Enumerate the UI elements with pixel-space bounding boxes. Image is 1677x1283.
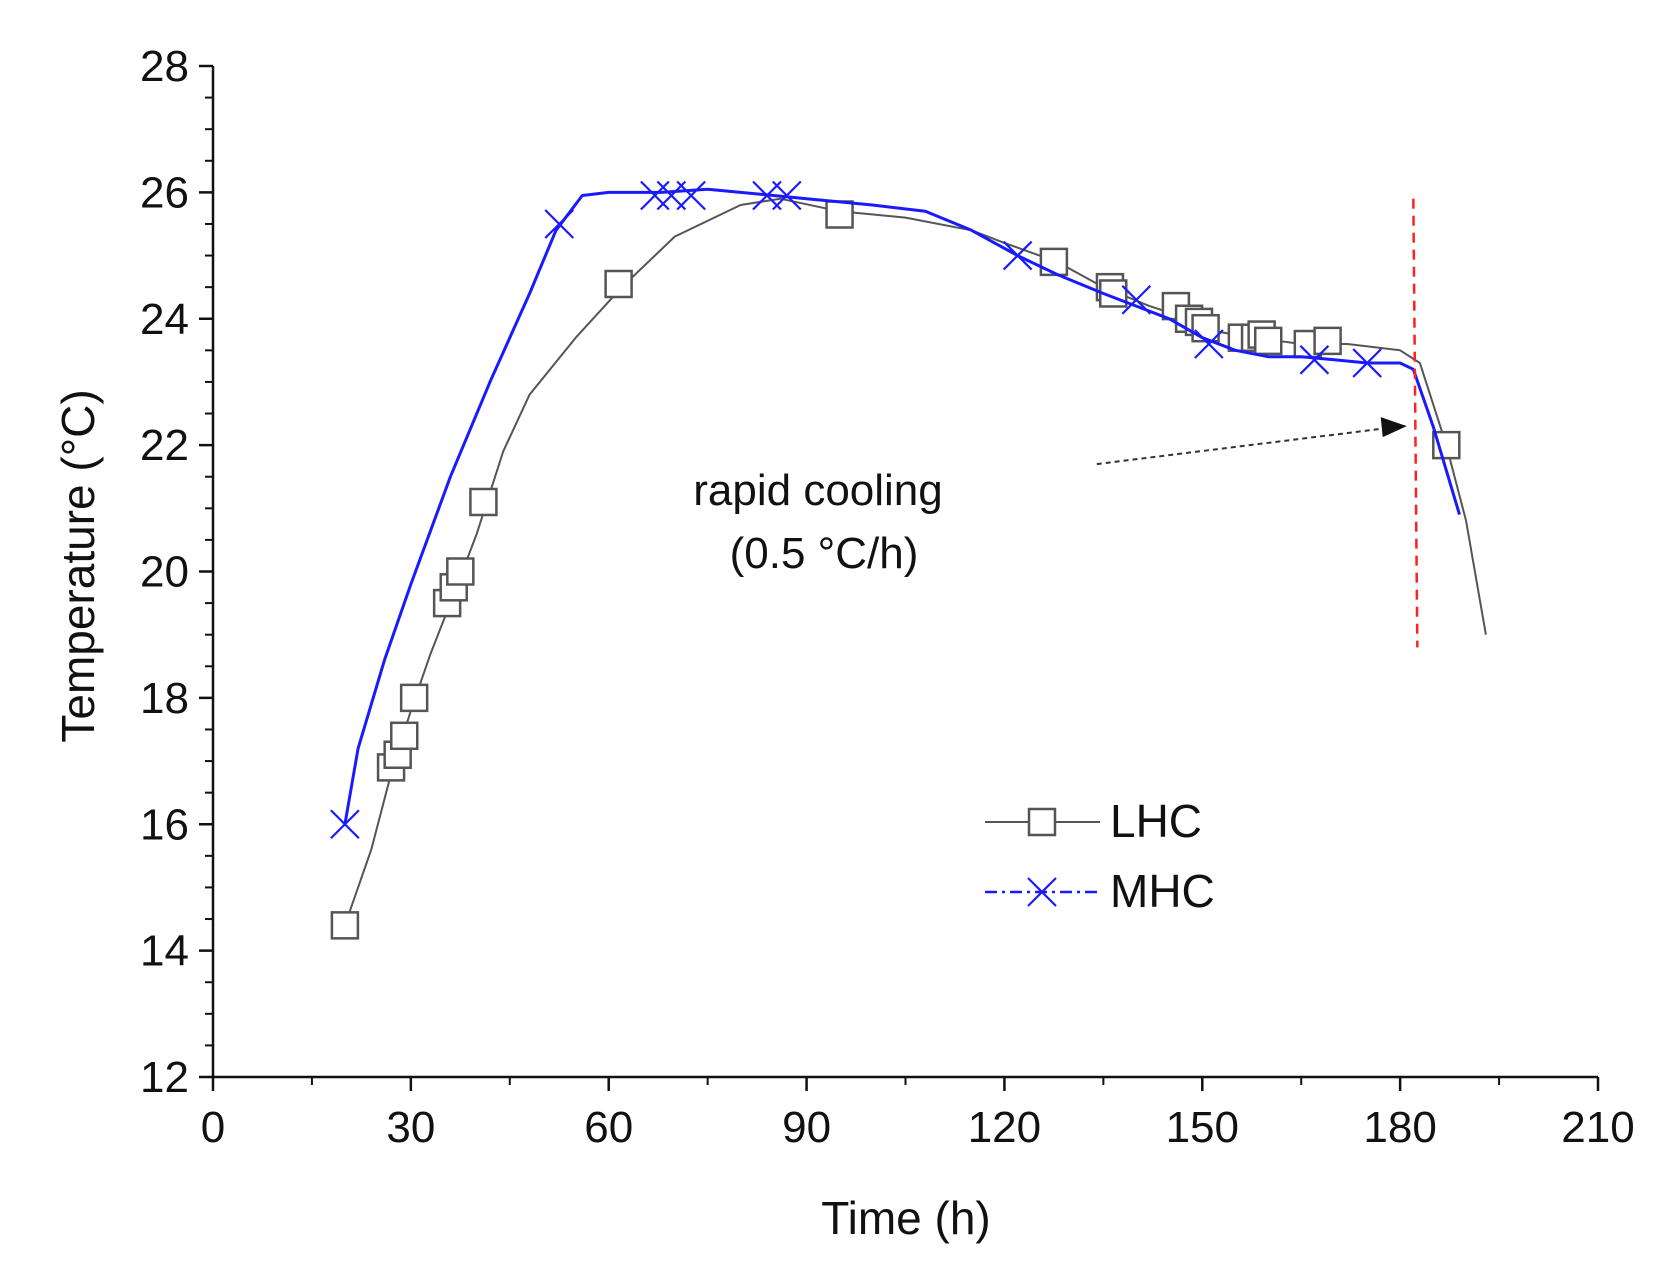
x-axis-title: Time (h) bbox=[821, 1192, 991, 1244]
y-tick-label: 14 bbox=[140, 927, 189, 976]
annotation-rapid-cooling-line1: rapid cooling bbox=[693, 466, 943, 515]
data-point-mhc bbox=[1194, 329, 1224, 359]
legend-label-mhc: MHC bbox=[1110, 865, 1215, 917]
data-point-lhc bbox=[390, 721, 419, 751]
rapid-cooling-start-line bbox=[1412, 198, 1419, 648]
marker-x-stroke bbox=[1194, 329, 1224, 359]
marker-x-stroke bbox=[772, 180, 802, 211]
data-point-mhc bbox=[1002, 240, 1033, 271]
x-tick-label: 90 bbox=[782, 1103, 831, 1152]
y-tick-label: 22 bbox=[140, 421, 189, 470]
y-tick-label: 18 bbox=[140, 674, 189, 723]
data-point-mhc bbox=[676, 180, 706, 211]
data-point-lhc bbox=[1191, 313, 1220, 343]
legend-marker-lhc bbox=[1027, 807, 1057, 837]
x-tick-label: 30 bbox=[386, 1103, 435, 1152]
data-point-mhc bbox=[772, 180, 802, 211]
x-tick-label: 0 bbox=[201, 1103, 225, 1152]
data-point-mhc bbox=[544, 209, 575, 239]
data-point-lhc bbox=[1313, 326, 1342, 356]
data-point-lhc bbox=[825, 200, 854, 229]
marker-x-stroke bbox=[676, 180, 706, 211]
data-point-lhc bbox=[604, 269, 633, 299]
y-tick-label: 28 bbox=[140, 42, 189, 91]
marker-x-stroke bbox=[1027, 877, 1057, 907]
legend-marker-mhc bbox=[1027, 877, 1057, 907]
x-tick-label: 210 bbox=[1561, 1103, 1634, 1152]
legend: LHC MHC bbox=[985, 795, 1215, 917]
tick-marks bbox=[199, 64, 1600, 1091]
data-point-lhc bbox=[399, 683, 429, 713]
data-point-mhc bbox=[1352, 348, 1382, 378]
x-tick-label: 60 bbox=[584, 1103, 633, 1152]
marker-x-stroke bbox=[544, 209, 575, 239]
annotation-rapid-cooling-line2: (0.5 °C/h) bbox=[730, 529, 919, 578]
x-tick-label: 150 bbox=[1166, 1103, 1239, 1152]
y-tick-label: 12 bbox=[140, 1053, 189, 1102]
marker-x-stroke bbox=[640, 180, 670, 211]
annotation-arrowhead bbox=[1380, 417, 1407, 438]
series-layer bbox=[330, 180, 1487, 940]
marker-x-stroke bbox=[1121, 285, 1152, 315]
marker-x-stroke bbox=[1299, 345, 1330, 375]
y-tick-label: 20 bbox=[140, 548, 189, 597]
marker-x-stroke bbox=[330, 809, 360, 840]
data-point-mhc bbox=[330, 809, 360, 840]
data-point-lhc bbox=[1253, 326, 1283, 356]
annotation-arrow-line bbox=[1096, 427, 1387, 466]
data-point-lhc bbox=[1039, 247, 1069, 277]
data-point-mhc bbox=[1299, 345, 1330, 375]
y-tick-label: 16 bbox=[140, 800, 189, 849]
data-point-lhc bbox=[469, 487, 498, 517]
marker-x-stroke bbox=[1352, 348, 1382, 378]
data-point-lhc bbox=[330, 911, 360, 940]
annotation-layer: rapid cooling (0.5 °C/h) bbox=[693, 198, 1419, 648]
data-point-mhc bbox=[1121, 285, 1152, 315]
data-point-mhc bbox=[640, 180, 670, 211]
legend-label-lhc: LHC bbox=[1110, 795, 1202, 847]
x-tick-label: 120 bbox=[968, 1103, 1041, 1152]
tick-labels: 0 30 60 90 120 150 180 210 12 14 16 18 20 22 24 26 28 bbox=[140, 42, 1635, 1152]
marker-x-stroke bbox=[1002, 240, 1033, 271]
y-tick-label: 24 bbox=[140, 295, 189, 344]
y-axis-title: Temperature (°C) bbox=[52, 389, 104, 742]
y-tick-label: 26 bbox=[140, 168, 189, 217]
data-point-lhc bbox=[446, 557, 475, 586]
series-line-mhc bbox=[343, 187, 1461, 825]
x-tick-label: 180 bbox=[1363, 1103, 1436, 1152]
